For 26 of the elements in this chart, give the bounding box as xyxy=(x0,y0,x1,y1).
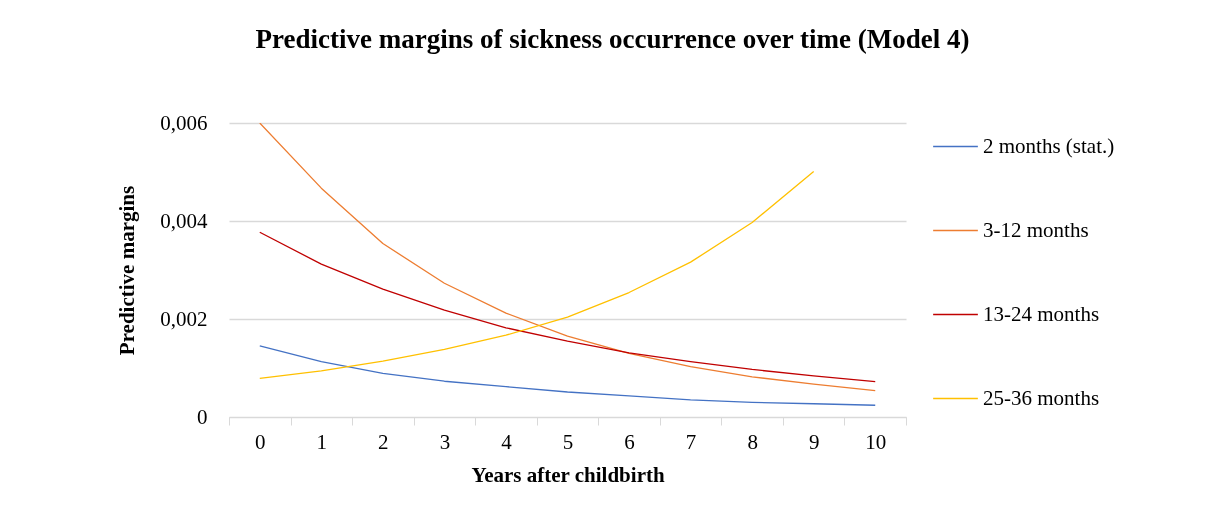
x-tick-label: 10 xyxy=(865,429,887,454)
x-tick-label: 9 xyxy=(808,429,820,454)
line-series xyxy=(259,123,876,392)
legend-label: 25-36 months xyxy=(983,385,1100,410)
x-tick-label: 7 xyxy=(685,429,697,454)
y-tick-label: 0,006 xyxy=(160,110,208,135)
y-tick-label: 0,002 xyxy=(160,306,208,331)
x-tick-label: 4 xyxy=(501,429,513,454)
legend-label: 13-24 months xyxy=(983,301,1100,326)
y-tick-label: 0,004 xyxy=(160,208,208,233)
legend-label: 2 months (stat.) xyxy=(983,133,1115,158)
x-tick-label: 1 xyxy=(316,429,328,454)
chart-title: Predictive margins of sickness occurrence over time (Model 4) xyxy=(255,24,970,54)
line-series xyxy=(259,231,876,383)
legend-label: 3-12 months xyxy=(983,217,1089,242)
x-tick-label: 5 xyxy=(562,429,574,454)
x-tick-label: 8 xyxy=(747,429,758,454)
y-axis-title: Predictive margins xyxy=(115,185,140,356)
x-tick-label: 3 xyxy=(439,429,451,454)
x-tick-label: 2 xyxy=(378,429,389,454)
line-series xyxy=(259,345,876,406)
y-tick-label: 0 xyxy=(197,404,208,429)
x-axis-title: Years after childbirth xyxy=(471,462,665,487)
line-series xyxy=(259,170,815,379)
x-tick-label: 0 xyxy=(255,429,266,454)
x-tick-label: 6 xyxy=(624,429,635,454)
